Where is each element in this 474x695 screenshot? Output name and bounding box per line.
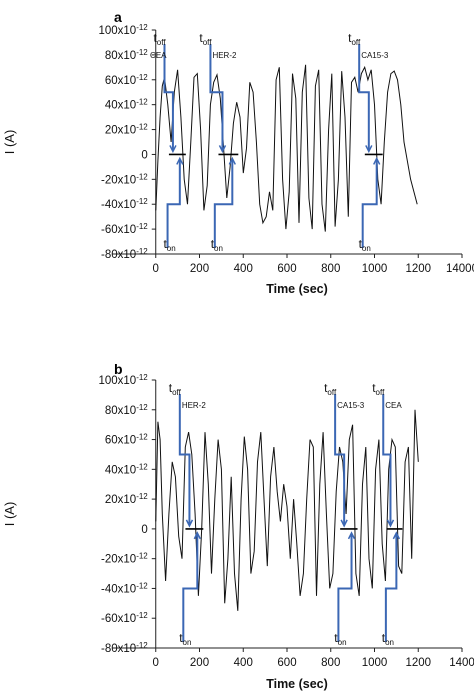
- event-off-arrow: [218, 145, 227, 154]
- x-tick-label: 1000: [362, 657, 388, 669]
- y-tick-label: 100x10-12: [98, 373, 148, 387]
- event-on-arrow: [392, 531, 401, 540]
- t-off-label: toff: [372, 381, 385, 397]
- x-tick-label: 0: [153, 263, 159, 275]
- event-on-marker-line: [361, 159, 378, 248]
- y-tick-label: 0: [141, 524, 147, 536]
- event-marker-label: CEA: [385, 401, 402, 410]
- event-on-arrow: [193, 531, 201, 540]
- event-on-marker-line: [337, 533, 353, 642]
- t-off-label: toff: [169, 381, 182, 397]
- y-tick-label: -80x10-12: [101, 247, 148, 261]
- current-trace-line: [155, 64, 418, 232]
- t-on-label: ton: [211, 237, 223, 253]
- x-tick-label: 1200: [405, 657, 431, 669]
- x-tick-label: 14000: [446, 263, 474, 275]
- x-tick-label: 800: [321, 657, 340, 669]
- current-trace-line: [155, 409, 419, 611]
- t-on-label: ton: [179, 631, 191, 647]
- x-tick-label: 600: [277, 263, 296, 275]
- y-axis-label: I (A): [2, 502, 17, 527]
- t-off-label: toff: [348, 31, 361, 47]
- x-tick-label: 600: [277, 657, 296, 669]
- y-tick-label: -40x10-12: [101, 581, 148, 595]
- t-on-label: ton: [163, 237, 175, 253]
- event-on-arrow: [347, 531, 356, 540]
- event-off-arrow: [185, 519, 194, 528]
- t-on-label: ton: [359, 237, 371, 253]
- event-on-arrow: [373, 156, 381, 165]
- x-tick-label: 0: [153, 657, 159, 669]
- y-tick-label: 20x10-12: [105, 492, 148, 506]
- x-axis-label: Time (sec): [266, 677, 328, 691]
- x-tick-label: 400: [234, 657, 253, 669]
- event-marker-label: CA15-3: [337, 401, 365, 410]
- t-on-label: ton: [382, 631, 394, 647]
- t-off-label: toff: [324, 381, 337, 397]
- event-off-marker-line: [209, 44, 224, 151]
- y-tick-label: 60x10-12: [105, 433, 148, 447]
- y-tick-label: 100x10-12: [98, 23, 148, 37]
- x-axis-label: Time (sec): [266, 282, 328, 296]
- event-off-arrow: [386, 519, 395, 528]
- y-tick-label: -20x10-12: [101, 552, 148, 566]
- y-tick-label: 40x10-12: [105, 462, 148, 476]
- event-off-marker-line: [358, 44, 370, 151]
- y-tick-label: -80x10-12: [101, 641, 148, 655]
- event-off-arrow: [340, 519, 348, 528]
- y-tick-label: 60x10-12: [105, 73, 148, 87]
- t-on-label: ton: [334, 631, 346, 647]
- event-on-arrow: [176, 156, 184, 165]
- y-axis-label: I (A): [2, 130, 17, 155]
- x-tick-label: 1200: [405, 263, 431, 275]
- panel-label: a: [114, 9, 122, 25]
- t-off-label: toff: [153, 31, 166, 47]
- y-tick-label: 0: [141, 149, 147, 161]
- y-tick-label: 40x10-12: [105, 98, 148, 112]
- x-tick-label: 1000: [362, 263, 388, 275]
- x-tick-label: 1400: [449, 657, 474, 669]
- panel-label: b: [114, 361, 123, 377]
- event-on-marker-line: [213, 159, 234, 248]
- x-tick-label: 200: [190, 263, 209, 275]
- y-tick-label: -60x10-12: [101, 611, 148, 625]
- y-tick-label: -60x10-12: [101, 222, 148, 236]
- event-on-marker-line: [384, 533, 398, 642]
- y-tick-label: 80x10-12: [105, 48, 148, 62]
- y-tick-label: -20x10-12: [101, 172, 148, 186]
- event-off-marker-line: [178, 394, 191, 525]
- event-off-marker-line: [334, 394, 346, 525]
- event-off-arrow: [169, 145, 177, 154]
- event-marker-label: HER-2: [182, 401, 207, 410]
- event-on-marker-line: [166, 159, 181, 248]
- event-on-arrow: [228, 156, 236, 165]
- event-on-marker-line: [182, 533, 199, 642]
- event-off-marker-line: [163, 44, 174, 151]
- y-tick-label: -40x10-12: [101, 197, 148, 211]
- event-off-marker-line: [382, 394, 392, 525]
- event-marker-label: HER-2: [212, 51, 237, 60]
- y-tick-label: 80x10-12: [105, 403, 148, 417]
- event-marker-label: CEA: [150, 51, 167, 60]
- event-marker-label: CA15-3: [361, 51, 389, 60]
- x-tick-label: 800: [321, 263, 340, 275]
- x-tick-label: 400: [234, 263, 253, 275]
- event-off-arrow: [365, 145, 373, 154]
- y-tick-label: 20x10-12: [105, 123, 148, 137]
- t-off-label: toff: [199, 31, 212, 47]
- x-tick-label: 200: [190, 657, 209, 669]
